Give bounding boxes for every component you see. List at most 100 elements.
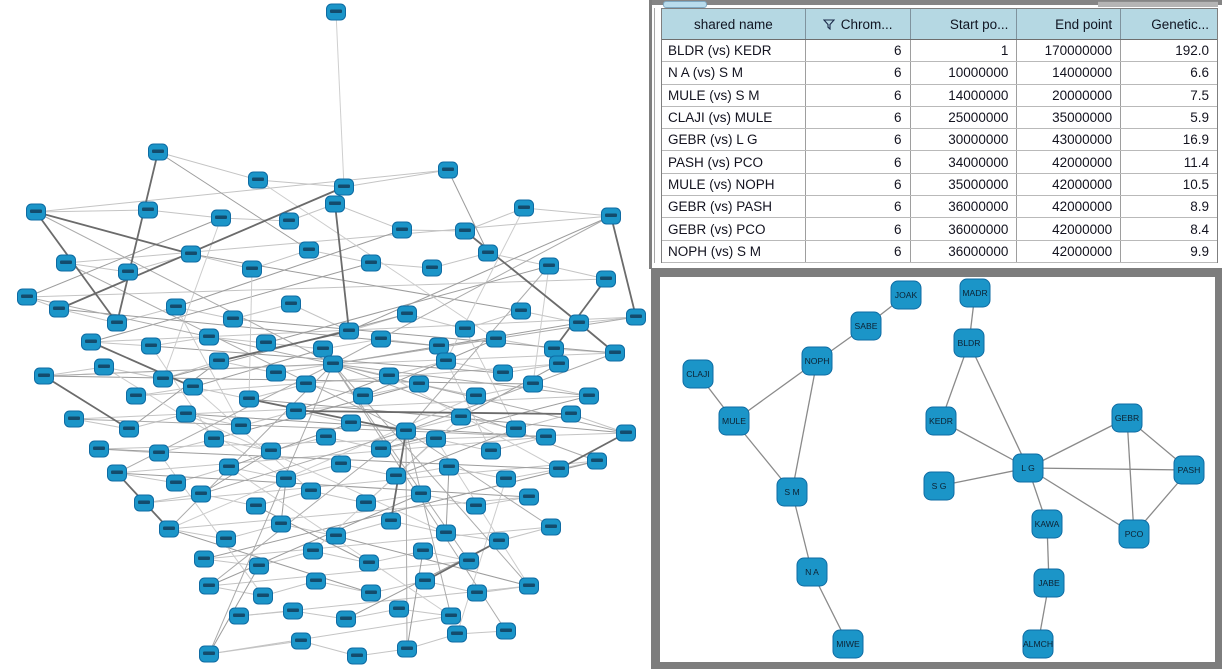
table-cell[interactable]: 6 <box>804 129 910 151</box>
network-node[interactable]: GEBR <box>1111 403 1143 433</box>
network-node[interactable] <box>347 647 367 665</box>
network-edge[interactable] <box>190 253 253 270</box>
network-node[interactable]: N A <box>796 557 828 587</box>
network-node[interactable] <box>286 402 306 420</box>
network-edge[interactable] <box>405 352 616 432</box>
network-node[interactable] <box>353 387 373 405</box>
network-edge[interactable] <box>380 395 590 450</box>
network-node[interactable] <box>438 161 458 179</box>
network-node[interactable] <box>514 199 534 217</box>
table-cell[interactable]: 36000000 <box>909 240 1017 262</box>
network-node[interactable] <box>229 607 249 625</box>
network-edge[interactable] <box>208 363 334 655</box>
network-edge[interactable] <box>168 528 372 594</box>
table-row[interactable]: N A (vs) S M 6 10000000 14000000 6.6 <box>662 62 1217 85</box>
network-node[interactable]: PCO <box>1118 519 1150 549</box>
network-node[interactable] <box>429 337 449 355</box>
network-node[interactable] <box>94 358 114 376</box>
network-edge[interactable] <box>401 229 466 232</box>
network-node[interactable] <box>199 645 219 663</box>
network-node[interactable] <box>81 333 101 351</box>
table-row[interactable]: GEBR (vs) PASH 6 36000000 42000000 8.9 <box>662 196 1217 219</box>
table-cell[interactable]: GEBR (vs) L G <box>668 132 758 148</box>
network-edge[interactable] <box>460 363 560 418</box>
network-node[interactable] <box>605 344 625 362</box>
table-cell[interactable]: 42000000 <box>1016 218 1120 240</box>
network-edge[interactable] <box>26 296 334 365</box>
network-node[interactable]: PASH <box>1173 455 1205 485</box>
table-cell[interactable]: 43000000 <box>1016 129 1120 151</box>
network-node[interactable]: ALMCH <box>1022 629 1054 659</box>
network-node[interactable] <box>126 387 146 405</box>
network-node[interactable]: S G <box>923 471 955 501</box>
column-header[interactable]: Chrom... <box>804 9 910 39</box>
table-cell[interactable]: 7.5 <box>1120 84 1217 106</box>
table-cell[interactable]: MULE (vs) NOPH <box>668 176 775 192</box>
network-node[interactable] <box>544 340 564 358</box>
network-edge[interactable] <box>255 505 370 564</box>
network-edge[interactable] <box>334 203 350 332</box>
network-edge[interactable] <box>35 169 449 213</box>
network-node[interactable] <box>306 572 326 590</box>
network-node[interactable] <box>549 460 569 478</box>
network-node[interactable] <box>166 298 186 316</box>
network-node[interactable] <box>209 352 229 370</box>
network-node[interactable] <box>336 610 356 628</box>
table-cell[interactable]: 36000000 <box>909 218 1017 240</box>
network-node[interactable] <box>541 518 561 536</box>
network-node[interactable] <box>219 458 239 476</box>
network-node[interactable] <box>361 584 381 602</box>
network-edge[interactable] <box>128 360 220 430</box>
network-edge[interactable] <box>203 526 552 560</box>
network-node[interactable] <box>249 557 269 575</box>
column-header[interactable]: shared name <box>662 9 805 39</box>
network-node[interactable] <box>379 367 399 385</box>
network-node[interactable]: NOPH <box>801 346 833 376</box>
table-cell[interactable]: 42000000 <box>1016 240 1120 262</box>
network-edge[interactable] <box>334 203 403 231</box>
network-edge[interactable] <box>445 466 450 534</box>
network-node[interactable] <box>248 171 268 189</box>
network-edge[interactable] <box>405 265 550 432</box>
network-edge[interactable] <box>220 217 290 222</box>
network-node[interactable] <box>56 254 76 272</box>
table-cell[interactable]: 6 <box>804 40 910 62</box>
network-edge[interactable] <box>610 215 637 318</box>
network-node[interactable] <box>176 405 196 423</box>
network-edge[interactable] <box>343 169 449 188</box>
network-edge[interactable] <box>248 398 627 434</box>
network-node[interactable] <box>396 422 416 440</box>
network-edge[interactable] <box>162 217 222 380</box>
dense-network-canvas[interactable] <box>0 0 649 669</box>
network-node[interactable] <box>467 584 487 602</box>
network-node[interactable] <box>283 602 303 620</box>
network-edge[interactable] <box>143 460 598 504</box>
network-edge[interactable] <box>43 375 130 430</box>
table-cell[interactable]: CLAJI (vs) MULE <box>668 110 773 126</box>
network-node[interactable] <box>64 410 84 428</box>
table-cell[interactable]: 8.9 <box>1120 196 1217 218</box>
network-node[interactable] <box>34 367 54 385</box>
table-cell[interactable]: 6 <box>804 173 910 196</box>
network-edge[interactable] <box>65 262 407 432</box>
network-node[interactable] <box>107 464 127 482</box>
network-edge[interactable] <box>90 341 194 388</box>
table-cell[interactable]: 6 <box>804 151 910 173</box>
table-cell[interactable]: PASH (vs) PCO <box>668 154 764 170</box>
table-cell[interactable]: 35000000 <box>909 173 1017 196</box>
network-node[interactable] <box>496 622 516 640</box>
table-cell[interactable]: 25000000 <box>909 106 1017 129</box>
network-node[interactable] <box>183 378 203 396</box>
network-node[interactable] <box>496 470 516 488</box>
network-node[interactable] <box>411 485 431 503</box>
network-node[interactable] <box>587 452 607 470</box>
network-edge[interactable] <box>208 640 302 655</box>
network-node[interactable] <box>89 440 109 458</box>
network-node[interactable] <box>523 375 543 393</box>
network-edge[interactable] <box>265 265 550 344</box>
horizontal-scrollbar-thumb[interactable] <box>663 1 707 8</box>
network-node[interactable] <box>466 387 486 405</box>
network-edge[interactable] <box>98 448 560 470</box>
network-node[interactable] <box>26 203 46 221</box>
network-node[interactable] <box>466 497 486 515</box>
